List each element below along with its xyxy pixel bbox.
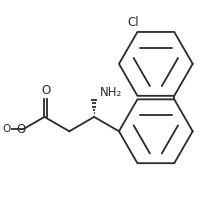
Text: O: O bbox=[41, 84, 50, 97]
Text: O: O bbox=[16, 123, 25, 136]
Text: Cl: Cl bbox=[127, 16, 139, 29]
Text: NH₂: NH₂ bbox=[99, 86, 122, 99]
Text: O: O bbox=[2, 124, 11, 134]
